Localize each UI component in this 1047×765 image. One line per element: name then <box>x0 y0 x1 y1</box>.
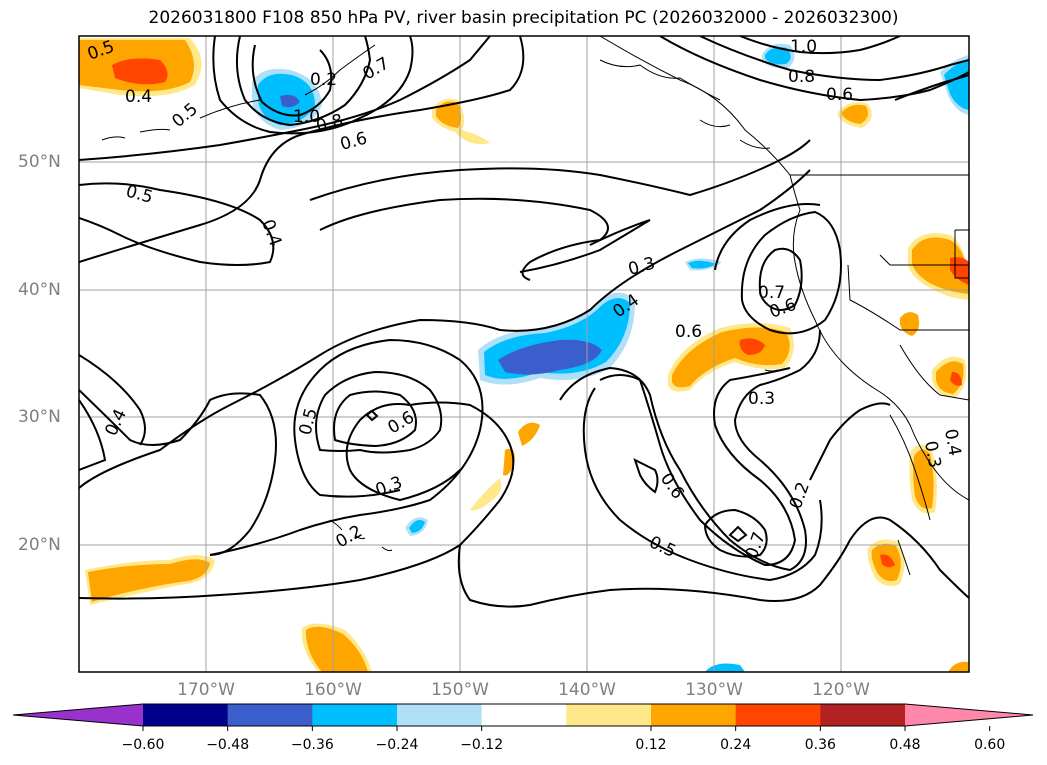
map-frame <box>78 35 970 673</box>
lon-label: 160°W <box>304 680 362 700</box>
lat-label: 20°N <box>18 535 61 555</box>
colorbar-bin <box>651 704 737 726</box>
contour-label: 0.2 <box>310 70 337 90</box>
lon-label: 150°W <box>431 680 489 700</box>
contour-label: 0.4 <box>940 427 964 457</box>
contour-label: 1.0 <box>790 37 817 57</box>
colorbar-tick-label: −0.36 <box>290 737 334 753</box>
colorbar-tick-label: −0.60 <box>121 737 165 753</box>
colorbar-tick-label: 0.60 <box>974 737 1006 753</box>
colorbar-bin <box>227 704 313 726</box>
colorbar-tick-label: 0.36 <box>804 737 836 753</box>
colorbar-tick-label: −0.24 <box>375 737 419 753</box>
lon-label: 120°W <box>812 680 870 700</box>
colorbar-tick-label: −0.48 <box>206 737 250 753</box>
lat-label: 50°N <box>18 152 61 172</box>
lat-label: 30°N <box>18 407 61 427</box>
lon-label: 170°W <box>177 680 235 700</box>
contour-label: 0.7 <box>758 283 785 303</box>
contour-label: 0.6 <box>826 85 853 105</box>
colorbar-bin <box>820 704 906 726</box>
colorbar-bin <box>735 704 821 726</box>
lon-label: 140°W <box>558 680 616 700</box>
lat-label: 40°N <box>18 280 61 300</box>
contour-label: 0.4 <box>125 87 152 107</box>
contour-label: 0.8 <box>788 67 815 87</box>
contour-label: 1.0 <box>293 107 320 127</box>
colorbar-tick-label: −0.12 <box>460 737 504 753</box>
map-title: 2026031800 F108 850 hPa PV, river basin … <box>148 8 899 28</box>
lon-label: 130°W <box>685 680 743 700</box>
colorbar-bin <box>481 704 567 726</box>
contour-label: 0.3 <box>920 439 944 469</box>
graticule <box>79 36 969 672</box>
contour-label: 0.6 <box>675 322 702 342</box>
colorbar-bin <box>312 704 398 726</box>
colorbar-tick-label: 0.12 <box>635 737 667 753</box>
colorbar-extend-low <box>13 704 143 726</box>
contour-label: 0.3 <box>748 389 775 409</box>
pv-contours <box>79 36 969 608</box>
colorbar-bin <box>397 704 483 726</box>
colorbar-bin <box>143 704 229 726</box>
colorbar-tick-label: 0.24 <box>720 737 752 753</box>
colorbar-tick-label: 0.48 <box>889 737 921 753</box>
colorbar-bin <box>566 704 652 726</box>
precip-shading <box>79 38 969 672</box>
coastlines <box>101 36 969 576</box>
colorbar-extend-high <box>905 704 1033 726</box>
